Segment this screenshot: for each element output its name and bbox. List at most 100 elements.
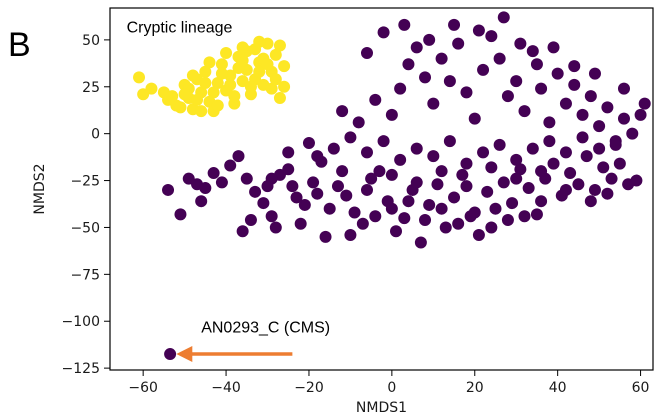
data-point-1 (439, 221, 452, 234)
data-point-1 (365, 172, 378, 185)
data-point-1 (526, 45, 539, 58)
data-point-1 (626, 127, 639, 140)
data-point-1 (460, 157, 473, 170)
data-point-1 (543, 135, 556, 148)
data-point-1 (261, 180, 274, 193)
annotation-label: AN0293_C (CMS) (201, 319, 330, 336)
y-tick-label: 25 (82, 80, 100, 96)
data-point-0 (186, 69, 199, 82)
data-point-0 (265, 82, 278, 95)
x-tick-label: −60 (128, 380, 158, 396)
x-tick-label: −40 (211, 380, 241, 396)
data-point-0 (236, 41, 249, 54)
data-point-1 (249, 185, 262, 198)
data-point-1 (377, 26, 390, 39)
data-point-1 (257, 197, 270, 210)
data-point-1 (481, 185, 494, 198)
data-point-1 (460, 86, 473, 99)
data-point-1 (576, 108, 589, 121)
data-point-1 (613, 157, 626, 170)
data-point-0 (133, 71, 146, 84)
data-point-1 (485, 221, 498, 234)
data-point-1 (601, 187, 614, 200)
data-point-1 (302, 137, 315, 150)
data-point-1 (323, 202, 336, 215)
data-point-1 (307, 176, 320, 189)
data-point-1 (423, 198, 436, 211)
data-point-1 (501, 213, 514, 226)
data-point-1 (410, 41, 423, 54)
data-point-1 (468, 112, 481, 125)
data-point-1 (588, 67, 601, 80)
data-point-0 (203, 56, 216, 69)
data-point-1 (331, 180, 344, 193)
data-point-1 (195, 195, 208, 208)
data-point-1 (551, 67, 564, 80)
data-point-1 (493, 138, 506, 151)
data-point-1 (232, 150, 245, 163)
data-point-0 (273, 39, 286, 52)
y-tick-label: 50 (82, 33, 100, 49)
data-point-1 (518, 210, 531, 223)
data-point-0 (220, 47, 233, 60)
data-point-0 (236, 54, 249, 67)
data-point-1 (244, 213, 257, 226)
data-point-1 (174, 208, 187, 221)
data-point-1 (402, 195, 415, 208)
data-point-1 (510, 153, 523, 166)
data-point-0 (199, 77, 212, 90)
data-point-1 (369, 210, 382, 223)
data-point-1 (452, 37, 465, 50)
data-point-1 (535, 165, 548, 178)
data-point-1 (448, 18, 461, 31)
data-point-1 (360, 146, 373, 159)
x-tick-label: 20 (466, 380, 484, 396)
data-point-0 (269, 73, 282, 86)
data-point-1 (638, 97, 651, 110)
data-point-1 (240, 172, 253, 185)
data-point-1 (530, 208, 543, 221)
data-point-1 (559, 183, 572, 196)
data-point-1 (630, 174, 643, 187)
data-point-1 (385, 168, 398, 181)
data-point-1 (435, 52, 448, 65)
data-point-1 (568, 78, 581, 91)
data-point-1 (605, 172, 618, 185)
data-point-0 (244, 80, 257, 93)
data-point-0 (278, 60, 291, 73)
data-point-1 (336, 105, 349, 118)
annotations: Cryptic lineage AN0293_C (CMS) (127, 19, 330, 363)
data-point-1 (609, 138, 622, 151)
data-point-1 (497, 11, 510, 24)
data-point-1 (580, 150, 593, 163)
data-point-1 (597, 161, 610, 174)
data-point-1 (543, 116, 556, 129)
data-point-1 (514, 37, 527, 50)
data-point-1 (452, 217, 465, 230)
data-point-1 (485, 161, 498, 174)
data-point-1 (385, 202, 398, 215)
data-point-1 (390, 225, 403, 238)
data-point-0 (269, 48, 282, 61)
data-point-0 (228, 90, 241, 103)
data-point-1 (352, 116, 365, 129)
data-point-1 (224, 159, 237, 172)
data-point-1 (572, 178, 585, 191)
y-tick-label: −100 (62, 314, 100, 330)
data-point-1 (290, 191, 303, 204)
data-point-1 (398, 18, 411, 31)
data-point-1 (584, 90, 597, 103)
data-point-1 (564, 167, 577, 180)
data-point-1 (269, 221, 282, 234)
data-point-1 (294, 217, 307, 230)
data-point-1 (344, 131, 357, 144)
data-point-1 (286, 180, 299, 193)
data-point-1 (311, 150, 324, 163)
data-point-1 (360, 47, 373, 60)
data-point-1 (477, 63, 490, 76)
data-point-1 (617, 82, 630, 95)
data-point-1 (497, 176, 510, 189)
data-point-1 (514, 163, 527, 176)
data-point-1 (377, 135, 390, 148)
